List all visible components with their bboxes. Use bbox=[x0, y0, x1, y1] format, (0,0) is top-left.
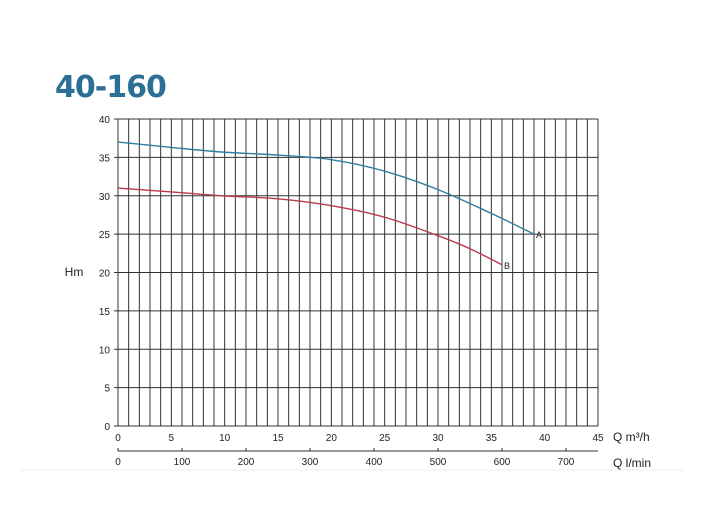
x-tick-label: 5 bbox=[169, 433, 175, 444]
x2-tick-label: 200 bbox=[238, 457, 255, 468]
x-tick-label: 30 bbox=[432, 433, 444, 444]
x-tick-label: 0 bbox=[115, 433, 121, 444]
x-tick-label: 15 bbox=[272, 433, 284, 444]
y-tick-label: 40 bbox=[99, 115, 111, 126]
curve-B bbox=[117, 187, 503, 266]
y-tick-label: 15 bbox=[99, 307, 111, 318]
x2-tick-label: 600 bbox=[494, 457, 511, 468]
x-axis-label: Q m³/h bbox=[613, 430, 650, 444]
x-tick-label: 45 bbox=[592, 433, 604, 444]
x-tick-label: 20 bbox=[326, 433, 338, 444]
x2-tick-label: 100 bbox=[174, 457, 191, 468]
y-tick-label: 25 bbox=[99, 230, 111, 241]
curve-A bbox=[117, 141, 535, 235]
x2-tick-label: 0 bbox=[115, 457, 121, 468]
x-tick-label: 35 bbox=[486, 433, 498, 444]
x2-tick-label: 700 bbox=[558, 457, 575, 468]
curve-label-B: B bbox=[504, 261, 510, 271]
y-axis-label: Hm bbox=[65, 265, 84, 279]
x-tick-label: 10 bbox=[219, 433, 231, 444]
y-tick-label: 5 bbox=[104, 384, 110, 395]
x2-tick-label: 400 bbox=[366, 457, 383, 468]
y-tick-label: 10 bbox=[99, 345, 111, 356]
chart-title: 40-160 bbox=[55, 70, 167, 105]
y-tick-label: 35 bbox=[99, 153, 111, 164]
y-tick-label: 30 bbox=[99, 192, 111, 203]
x2-axis-label: Q l/min bbox=[613, 456, 651, 470]
curve-label-A: A bbox=[536, 230, 542, 240]
y-tick-label: 0 bbox=[104, 422, 110, 433]
x2-tick-label: 300 bbox=[302, 457, 319, 468]
x-tick-label: 25 bbox=[379, 433, 391, 444]
y-tick-label: 20 bbox=[99, 269, 111, 280]
x-tick-label: 40 bbox=[539, 433, 551, 444]
x2-tick-label: 500 bbox=[430, 457, 447, 468]
